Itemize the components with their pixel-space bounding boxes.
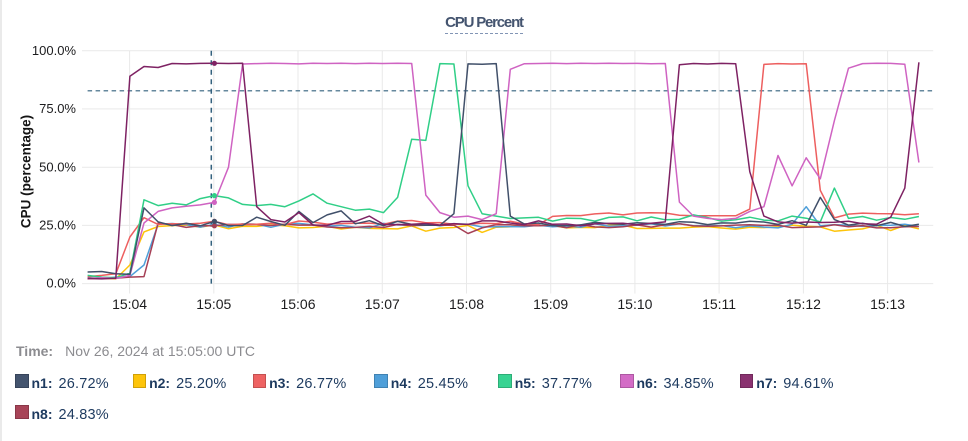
svg-text:25.0%: 25.0% bbox=[39, 218, 76, 233]
svg-text:50.0%: 50.0% bbox=[39, 159, 76, 174]
svg-text:15:12: 15:12 bbox=[786, 296, 821, 312]
svg-text:15:04: 15:04 bbox=[112, 296, 147, 312]
svg-text:15:05: 15:05 bbox=[196, 296, 231, 312]
svg-text:15:13: 15:13 bbox=[870, 296, 905, 312]
svg-text:15:06: 15:06 bbox=[280, 296, 315, 312]
svg-text:100.0%: 100.0% bbox=[32, 43, 77, 58]
svg-text:15:08: 15:08 bbox=[449, 296, 484, 312]
svg-text:0.0%: 0.0% bbox=[46, 276, 76, 291]
svg-text:15:10: 15:10 bbox=[617, 296, 652, 312]
svg-text:15:11: 15:11 bbox=[702, 296, 736, 312]
svg-text:15:09: 15:09 bbox=[533, 296, 568, 312]
svg-text:75.0%: 75.0% bbox=[39, 101, 76, 116]
svg-text:15:07: 15:07 bbox=[365, 296, 400, 312]
